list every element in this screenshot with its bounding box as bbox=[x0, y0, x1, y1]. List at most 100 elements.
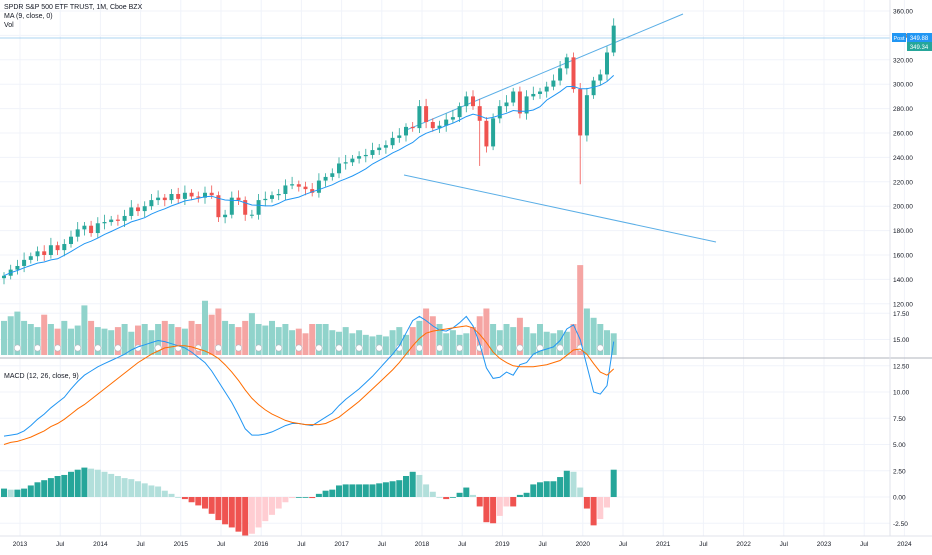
volume-bar bbox=[255, 324, 262, 355]
time-tick-label: Jul bbox=[458, 541, 467, 548]
volume-bar bbox=[570, 324, 577, 355]
candle-body bbox=[122, 215, 127, 221]
candle-body bbox=[209, 192, 214, 196]
volume-bar bbox=[496, 330, 503, 355]
dividend-badge[interactable] bbox=[74, 344, 82, 352]
candle-body bbox=[558, 68, 563, 81]
dividend-badge[interactable] bbox=[33, 344, 41, 352]
dividend-badge[interactable] bbox=[114, 344, 122, 352]
macd-histogram-bar bbox=[1, 488, 7, 497]
dividend-badge[interactable] bbox=[496, 344, 504, 352]
candle-body bbox=[290, 184, 295, 186]
macd-histogram-bar bbox=[463, 487, 470, 497]
candle-body bbox=[383, 145, 388, 148]
price-axis[interactable]: 360.00340.00320.00300.00280.00260.00240.… bbox=[893, 9, 913, 309]
volume-bar bbox=[155, 324, 162, 355]
macd-histogram-bar bbox=[456, 492, 463, 497]
dividend-badge[interactable] bbox=[214, 344, 222, 352]
candle-body bbox=[62, 244, 67, 251]
volume-bars bbox=[1, 265, 617, 355]
dividend-badge[interactable] bbox=[556, 344, 564, 352]
volume-bar bbox=[282, 324, 289, 355]
ma-indicator-label[interactable]: MA (9, close, 0) bbox=[4, 13, 53, 20]
dividend-badge[interactable] bbox=[375, 344, 383, 352]
dividend-badge[interactable] bbox=[295, 344, 303, 352]
macd-histogram-bar bbox=[114, 476, 121, 497]
price-tick-label: 300.00 bbox=[893, 82, 913, 89]
dividend-badge[interactable] bbox=[355, 344, 363, 352]
macd-tick-label: 0.00 bbox=[893, 495, 906, 502]
channel-trendlines[interactable] bbox=[403, 13, 717, 243]
macd-axis[interactable]: 17.50 15.00 12.50 10.00 7.50 5.00 2.50 0.00 -2.5… bbox=[893, 311, 910, 528]
macd-histogram-bar bbox=[188, 497, 195, 503]
candle-body bbox=[544, 86, 549, 92]
dividend-badge[interactable] bbox=[335, 344, 343, 352]
candle-body bbox=[323, 176, 328, 181]
symbol-title[interactable]: SPDR S&P 500 ETF TRUST, 1M, Cboe BZX bbox=[4, 4, 143, 11]
macd-histogram-bar bbox=[523, 492, 530, 497]
price-tick-label: 280.00 bbox=[893, 106, 913, 113]
candle-body bbox=[370, 150, 375, 155]
candle-body bbox=[343, 162, 348, 164]
candle-body bbox=[243, 200, 248, 215]
volume-bar bbox=[349, 333, 356, 355]
macd-histogram-bar bbox=[195, 497, 202, 506]
candle-body bbox=[203, 192, 207, 198]
dividend-badge[interactable] bbox=[596, 344, 604, 352]
post-tag-value-bg bbox=[907, 33, 932, 42]
candle-body bbox=[484, 120, 489, 147]
lower-trendline[interactable] bbox=[403, 174, 717, 243]
macd-histogram-bar bbox=[161, 490, 168, 497]
volume-bar bbox=[543, 331, 550, 355]
candle-body bbox=[584, 95, 589, 136]
macd-histogram-bar bbox=[128, 479, 135, 497]
dividend-badge[interactable] bbox=[54, 344, 62, 352]
dividend-badge[interactable] bbox=[13, 344, 21, 352]
price-tick-label: 140.00 bbox=[893, 277, 913, 284]
time-axis[interactable]: 2013 Jul 2014 Jul 2015 Jul 2016 Jul 2017 Jul 2018 J… bbox=[13, 541, 912, 548]
candle-body bbox=[35, 251, 40, 257]
volume-bar bbox=[443, 333, 450, 355]
macd-histogram-bar bbox=[403, 476, 409, 497]
macd-histogram-bar bbox=[496, 497, 503, 516]
time-tick-label: 2014 bbox=[93, 541, 108, 548]
macd-histogram-bar bbox=[416, 474, 423, 497]
volume-indicator-label[interactable]: Vol bbox=[4, 22, 14, 29]
dividend-badge[interactable] bbox=[516, 344, 524, 352]
volume-bar bbox=[175, 327, 182, 355]
macd-tick-label: 5.00 bbox=[893, 442, 906, 449]
volume-bar bbox=[135, 325, 141, 355]
candle-body bbox=[330, 173, 335, 177]
macd-histogram bbox=[1, 467, 617, 536]
dividend-badge[interactable] bbox=[235, 344, 243, 352]
volume-bar bbox=[362, 334, 369, 355]
macd-histogram-bar bbox=[389, 481, 396, 497]
dividend-badge[interactable] bbox=[435, 344, 443, 352]
post-tag-label: Post bbox=[893, 36, 904, 42]
macd-histogram-bar bbox=[208, 497, 215, 514]
macd-histogram-bar bbox=[597, 497, 604, 520]
dividend-badge[interactable] bbox=[415, 344, 423, 352]
macd-histogram-bar bbox=[483, 497, 490, 523]
macd-histogram-bar bbox=[74, 469, 81, 497]
volume-bar bbox=[329, 330, 336, 355]
macd-indicator-label[interactable]: MACD (12, 26, close, 9) bbox=[4, 373, 79, 380]
volume-bar bbox=[41, 314, 48, 355]
dividend-badge[interactable] bbox=[456, 344, 464, 352]
dividend-badge[interactable] bbox=[94, 344, 102, 352]
upper-trendline[interactable] bbox=[403, 13, 684, 132]
macd-histogram-bar bbox=[181, 497, 188, 500]
volume-bar bbox=[369, 336, 376, 355]
candle-body bbox=[69, 236, 73, 245]
dividend-badge[interactable] bbox=[275, 344, 283, 352]
dividend-badge[interactable] bbox=[315, 344, 323, 352]
macd-histogram-bar bbox=[382, 482, 389, 497]
price-tick-label: 120.00 bbox=[893, 301, 913, 308]
macd-histogram-bar bbox=[14, 489, 21, 497]
dividend-badge[interactable] bbox=[255, 344, 263, 352]
dividend-badges[interactable] bbox=[13, 344, 604, 352]
candle-body bbox=[270, 195, 274, 199]
volume-bar bbox=[121, 324, 128, 355]
